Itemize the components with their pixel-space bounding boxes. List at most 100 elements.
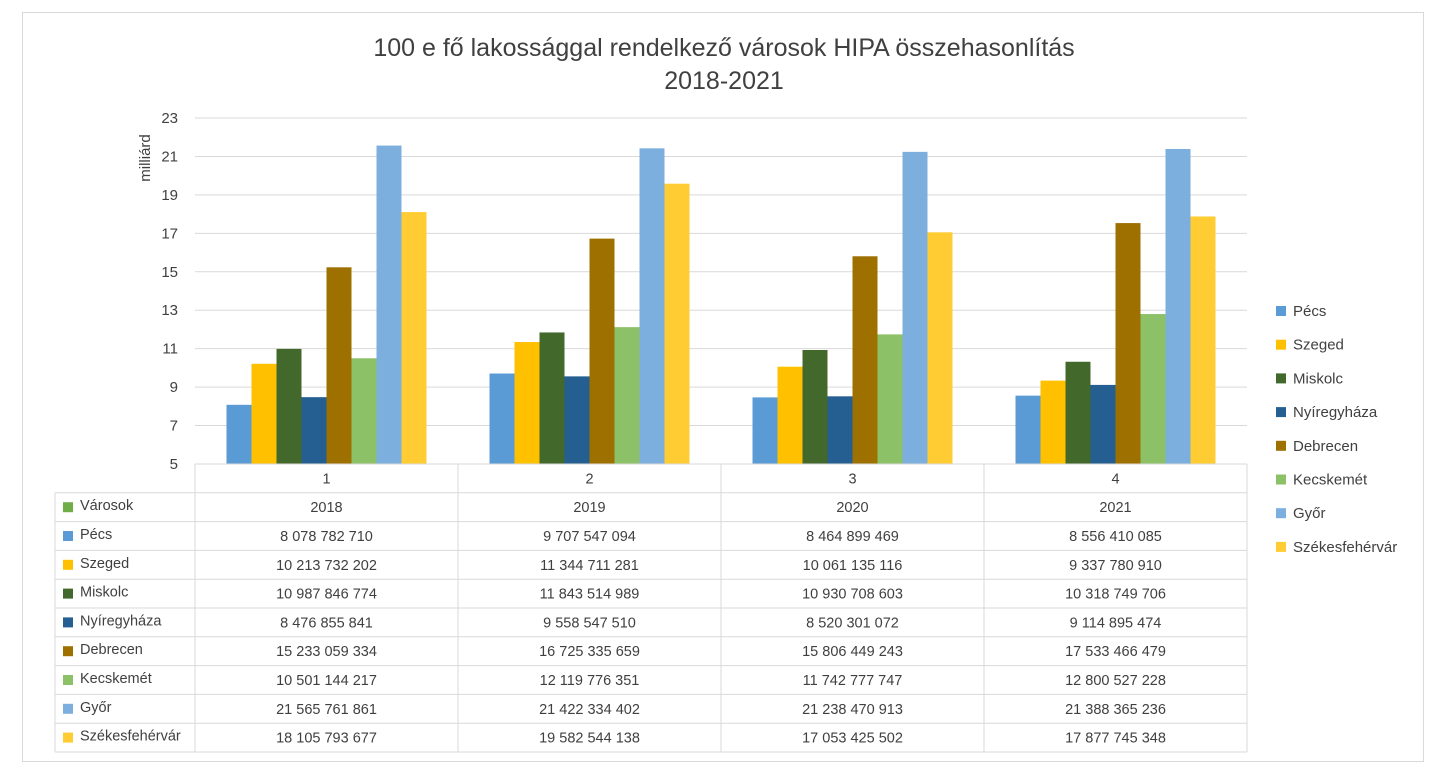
table-year-label: 2021 — [1099, 500, 1131, 516]
bar — [1065, 361, 1091, 464]
bar — [226, 404, 252, 464]
table-series-key — [63, 588, 73, 599]
data-table: 1 2 3 4 Városok 2018 2019 2020 2021 Pécs 8 078 782… — [54, 463, 1248, 753]
table-series-name: Kecskemét — [80, 671, 152, 687]
table-value-cell: 10 930 708 603 — [802, 587, 903, 603]
table-series-name: Győr — [80, 700, 112, 716]
table-header-key — [63, 502, 73, 513]
legend-item: Kecskemét — [1293, 472, 1368, 489]
table-value-cell: 17 533 466 479 — [1065, 644, 1166, 660]
bar — [777, 366, 803, 464]
table-year-label: 2018 — [310, 500, 342, 516]
bar — [326, 267, 352, 464]
table-series-name: Debrecen — [80, 642, 143, 658]
y-tick-label: 5 — [170, 456, 178, 473]
table-value-cell: 8 078 782 710 — [280, 529, 373, 545]
y-axis-label: milliárd — [137, 134, 154, 182]
table-series-key — [63, 531, 73, 541]
table-value-cell: 21 388 365 236 — [1065, 702, 1166, 718]
table-value-cell: 10 318 749 706 — [1065, 587, 1166, 603]
table-series-name: Nyíregyháza — [80, 613, 162, 629]
chart-frame — [22, 12, 1424, 762]
table-value-cell: 11 344 711 281 — [540, 558, 639, 574]
x-tick-label: 3 — [848, 471, 856, 487]
y-tick-label: 13 — [161, 302, 178, 319]
table-value-cell: 15 233 059 334 — [276, 644, 377, 660]
legend-swatch — [1276, 306, 1286, 316]
chart-title-line-1: 100 e fő lakossággal rendelkező városok … — [373, 34, 1074, 62]
bar — [514, 342, 540, 464]
table-value-cell: 17 877 745 348 — [1065, 731, 1166, 747]
bar — [852, 256, 878, 464]
legend-item: Nyíregyháza — [1293, 404, 1378, 421]
table-value-cell: 10 987 846 774 — [276, 587, 377, 603]
table-year-label: 2019 — [573, 500, 605, 516]
table-value-cell: 18 105 793 677 — [276, 731, 377, 747]
legend-item: Győr — [1293, 505, 1326, 522]
y-tick-label: 19 — [161, 187, 178, 204]
bar — [539, 332, 565, 464]
bar — [401, 212, 427, 464]
table-series-name: Szeged — [80, 556, 129, 572]
bar — [752, 397, 778, 464]
table-value-cell: 15 806 449 243 — [802, 644, 903, 660]
bar — [251, 363, 277, 464]
legend-item: Szeged — [1293, 337, 1344, 354]
table-series-key — [63, 703, 73, 714]
table-series-key — [63, 675, 73, 685]
table-value-cell: 10 213 732 202 — [276, 558, 377, 574]
x-tick-label: 1 — [322, 471, 330, 487]
bar — [877, 334, 903, 464]
table-value-cell: 21 422 334 402 — [539, 702, 640, 718]
bar — [1015, 395, 1041, 464]
axes: 5 7 9 11 13 15 17 19 21 23 — [161, 110, 178, 473]
legend: Pécs Szeged Miskolc Nyíregyháza Debrecen Kecs… — [1276, 303, 1397, 556]
legend-swatch — [1276, 474, 1286, 485]
y-tick-label: 7 — [170, 418, 178, 435]
bars — [226, 145, 1216, 465]
y-tick-label: 21 — [161, 148, 178, 165]
table-value-cell: 11 742 777 747 — [803, 673, 903, 689]
bar — [1090, 384, 1116, 464]
x-tick-label: 4 — [1111, 471, 1119, 487]
bar — [827, 396, 853, 464]
bar — [664, 183, 690, 464]
table-series-name: Pécs — [80, 527, 112, 543]
bar — [301, 397, 327, 464]
legend-swatch — [1276, 440, 1286, 451]
table-value-cell: 19 582 544 138 — [539, 731, 640, 747]
bar — [614, 327, 640, 464]
y-tick-label: 9 — [170, 379, 178, 396]
table-value-cell: 10 061 135 116 — [803, 558, 903, 574]
legend-swatch — [1276, 373, 1286, 384]
table-value-cell: 16 725 335 659 — [539, 644, 640, 660]
legend-item: Pécs — [1293, 303, 1326, 320]
table-value-cell: 8 556 410 085 — [1069, 529, 1162, 545]
legend-item: Miskolc — [1293, 370, 1344, 387]
bar — [1190, 216, 1216, 464]
legend-swatch — [1276, 407, 1286, 418]
table-value-cell: 10 501 144 217 — [276, 673, 377, 689]
table-value-cell: 12 800 527 228 — [1065, 673, 1166, 689]
bar — [639, 148, 665, 464]
table-value-cell: 9 707 547 094 — [543, 529, 636, 545]
bar — [351, 358, 377, 464]
legend-item: Debrecen — [1293, 438, 1358, 455]
table-value-cell: 17 053 425 502 — [802, 731, 903, 747]
y-tick-label: 23 — [161, 110, 178, 127]
x-tick-label: 2 — [585, 471, 593, 487]
table-series-name: Székesfehérvár — [80, 729, 181, 745]
bar — [1115, 223, 1141, 464]
table-value-cell: 12 119 776 351 — [540, 673, 640, 689]
y-tick-label: 15 — [161, 264, 178, 281]
bar — [1165, 148, 1191, 465]
bar — [564, 376, 590, 464]
legend-swatch — [1276, 508, 1286, 519]
table-value-cell: 9 114 895 474 — [1070, 615, 1162, 631]
table-value-cell: 21 238 470 913 — [802, 702, 903, 718]
legend-swatch — [1276, 541, 1286, 552]
chart-title-line-2: 2018-2021 — [664, 67, 784, 95]
table-value-cell: 8 476 855 841 — [280, 615, 373, 631]
table-value-cell: 8 520 301 072 — [806, 615, 899, 631]
